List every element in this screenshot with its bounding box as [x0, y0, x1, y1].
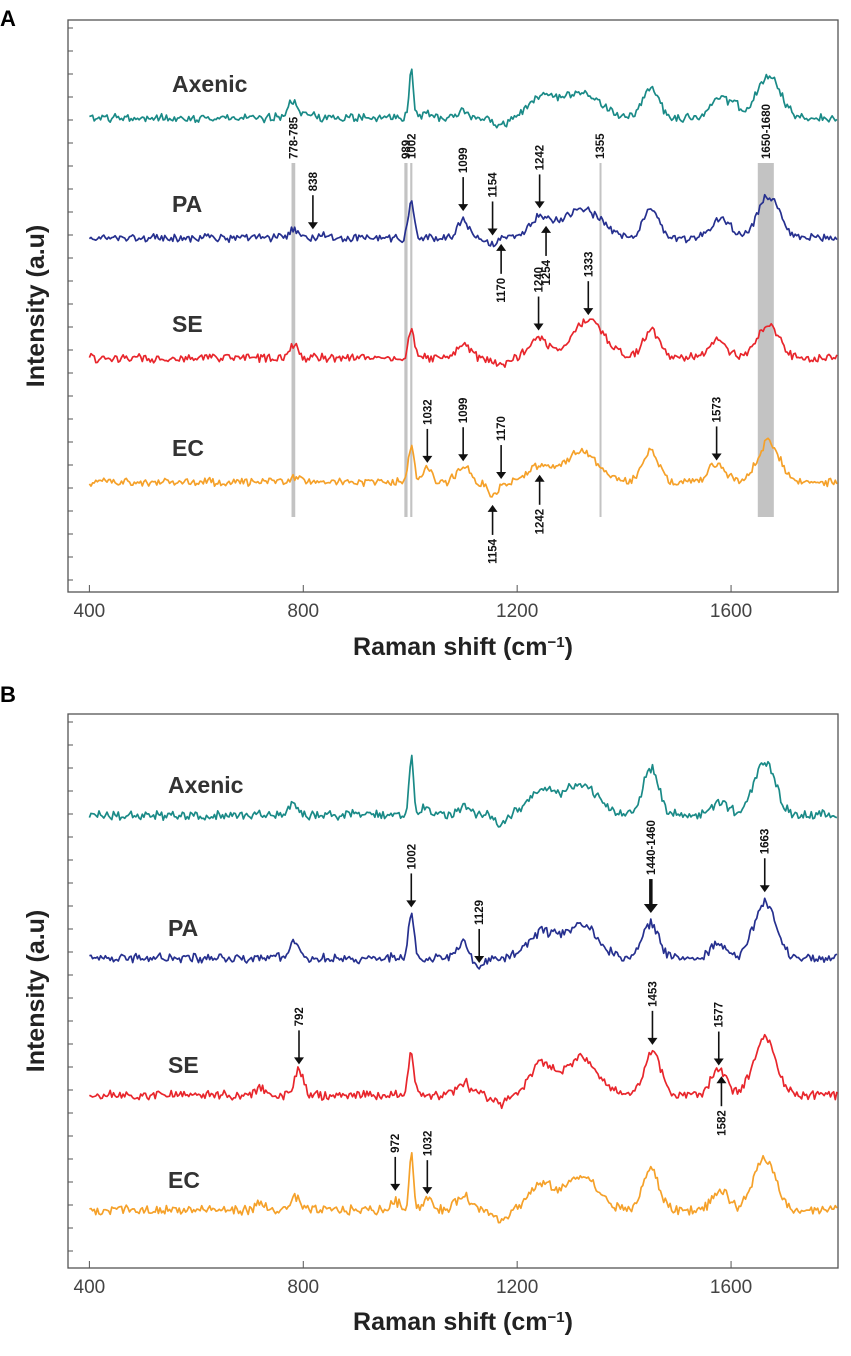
- band-label: 778-785: [288, 116, 300, 159]
- series-label: PA: [168, 915, 198, 941]
- annotation-label: 838: [308, 171, 320, 191]
- panel-letter: A: [0, 6, 16, 31]
- spectrum-line-pa: [88, 193, 838, 248]
- series-label: EC: [168, 1167, 200, 1193]
- annotation-label: 1154: [488, 172, 500, 198]
- annotation-label: 1453: [647, 981, 659, 1007]
- highlight-band: [404, 163, 408, 517]
- annotation-arrowhead: [406, 900, 417, 908]
- annotation-label: 1440-1460: [646, 820, 658, 875]
- x-axis-title: Raman shift (cm−1): [353, 633, 573, 661]
- annotation-arrowhead: [711, 453, 722, 461]
- x-axis-title: Raman shift (cm−1): [353, 1308, 573, 1336]
- plot-frame: [67, 713, 839, 1269]
- annotation-label: 1663: [760, 829, 772, 855]
- annotation-arrowhead: [474, 955, 485, 963]
- annotation-label: 1254: [541, 259, 553, 285]
- annotation-label: 1240: [534, 267, 546, 293]
- series-label: EC: [172, 435, 204, 461]
- y-axis-title: Intensity (a.u): [22, 910, 50, 1073]
- annotation-label: 1099: [458, 398, 470, 424]
- band-label: 989: [401, 140, 413, 159]
- plot-frame: [67, 19, 839, 593]
- highlight-band: [757, 163, 774, 517]
- annotation-arrowhead: [583, 308, 594, 316]
- highlight-band: [291, 163, 296, 517]
- series-label: SE: [168, 1052, 199, 1078]
- spectrum-line-ec: [89, 1151, 838, 1224]
- annotation-arrowhead: [487, 504, 498, 512]
- annotation-label: 1129: [474, 900, 486, 925]
- band-label: 1355: [595, 133, 607, 159]
- spectrum-line-se: [88, 318, 838, 368]
- annotation-arrowhead: [496, 243, 507, 251]
- x-tick-label: 400: [74, 1277, 106, 1298]
- annotation-label: 1099: [458, 148, 470, 174]
- y-axis-title: Intensity (a.u): [22, 225, 50, 388]
- annotation-label: 1170: [496, 416, 508, 441]
- x-tick-label: 1200: [496, 1277, 538, 1298]
- annotation-arrowhead: [458, 454, 469, 462]
- x-tick-label: 800: [287, 601, 319, 622]
- annotation-arrowhead: [422, 1187, 433, 1195]
- annotation-label: 972: [390, 1134, 402, 1153]
- annotation-label: 1577: [714, 1002, 726, 1028]
- band-label: 1002: [406, 133, 418, 159]
- spectrum-line-pa: [89, 897, 838, 970]
- series-label: PA: [172, 191, 202, 217]
- panel-B: B 400 800 1200 1600 Raman shift (cm−1) Intensi…: [0, 682, 839, 1336]
- x-tick-label: 800: [287, 1277, 319, 1298]
- series-label: Axenic: [172, 71, 248, 97]
- annotation-arrowhead: [496, 472, 507, 480]
- annotation-label: 792: [294, 1007, 306, 1026]
- annotation-arrowhead: [307, 222, 318, 230]
- spectrum-line-ec: [88, 437, 838, 498]
- annotation-label: 1002: [406, 844, 418, 870]
- x-tick-label: 1200: [496, 601, 538, 622]
- annotation-label: 1154: [488, 538, 500, 564]
- spectrum-line-axenic: [88, 754, 838, 828]
- band-label: 1650-1680: [761, 104, 773, 159]
- annotation-arrowhead: [458, 204, 469, 212]
- highlight-band: [599, 163, 602, 517]
- annotation-label: 1242: [535, 145, 547, 171]
- annotation-label: 1582: [716, 1110, 728, 1136]
- annotation-arrowhead: [534, 201, 545, 209]
- annotation-label: 1032: [422, 1131, 434, 1157]
- annotation-arrowhead: [533, 323, 544, 331]
- x-tick-label: 400: [74, 601, 106, 622]
- annotation-label: 1242: [535, 509, 547, 535]
- annotation-arrowhead: [541, 225, 552, 233]
- annotation-arrowhead: [716, 1076, 727, 1084]
- annotation-arrowhead: [759, 885, 770, 893]
- series-label: Axenic: [168, 772, 244, 798]
- annotation-label: 1032: [422, 399, 434, 425]
- spectrum-line-axenic: [89, 68, 838, 129]
- panel-letter: B: [0, 682, 16, 707]
- x-tick-label: 1600: [710, 1277, 752, 1298]
- x-tick-label: 1600: [710, 601, 752, 622]
- annotation-arrowhead: [422, 455, 433, 463]
- annotation-label: 1573: [712, 397, 724, 423]
- series-label: SE: [172, 311, 203, 337]
- annotation-arrowhead: [294, 1057, 304, 1065]
- annotation-label: 1333: [583, 252, 595, 278]
- annotation-arrowhead: [647, 1037, 658, 1045]
- annotation-arrowhead: [390, 1183, 401, 1191]
- annotation-label: 1170: [496, 278, 508, 303]
- annotation-arrowhead: [713, 1058, 724, 1066]
- spectrum-line-se: [88, 1033, 838, 1110]
- annotation-arrowhead: [487, 228, 498, 236]
- highlight-band: [410, 163, 413, 517]
- annotation-arrowhead: [643, 904, 658, 914]
- annotation-arrowhead: [534, 474, 545, 482]
- panel-A: A 400 800 1200 1600 Raman shift (cm−1) Intensi…: [0, 6, 839, 661]
